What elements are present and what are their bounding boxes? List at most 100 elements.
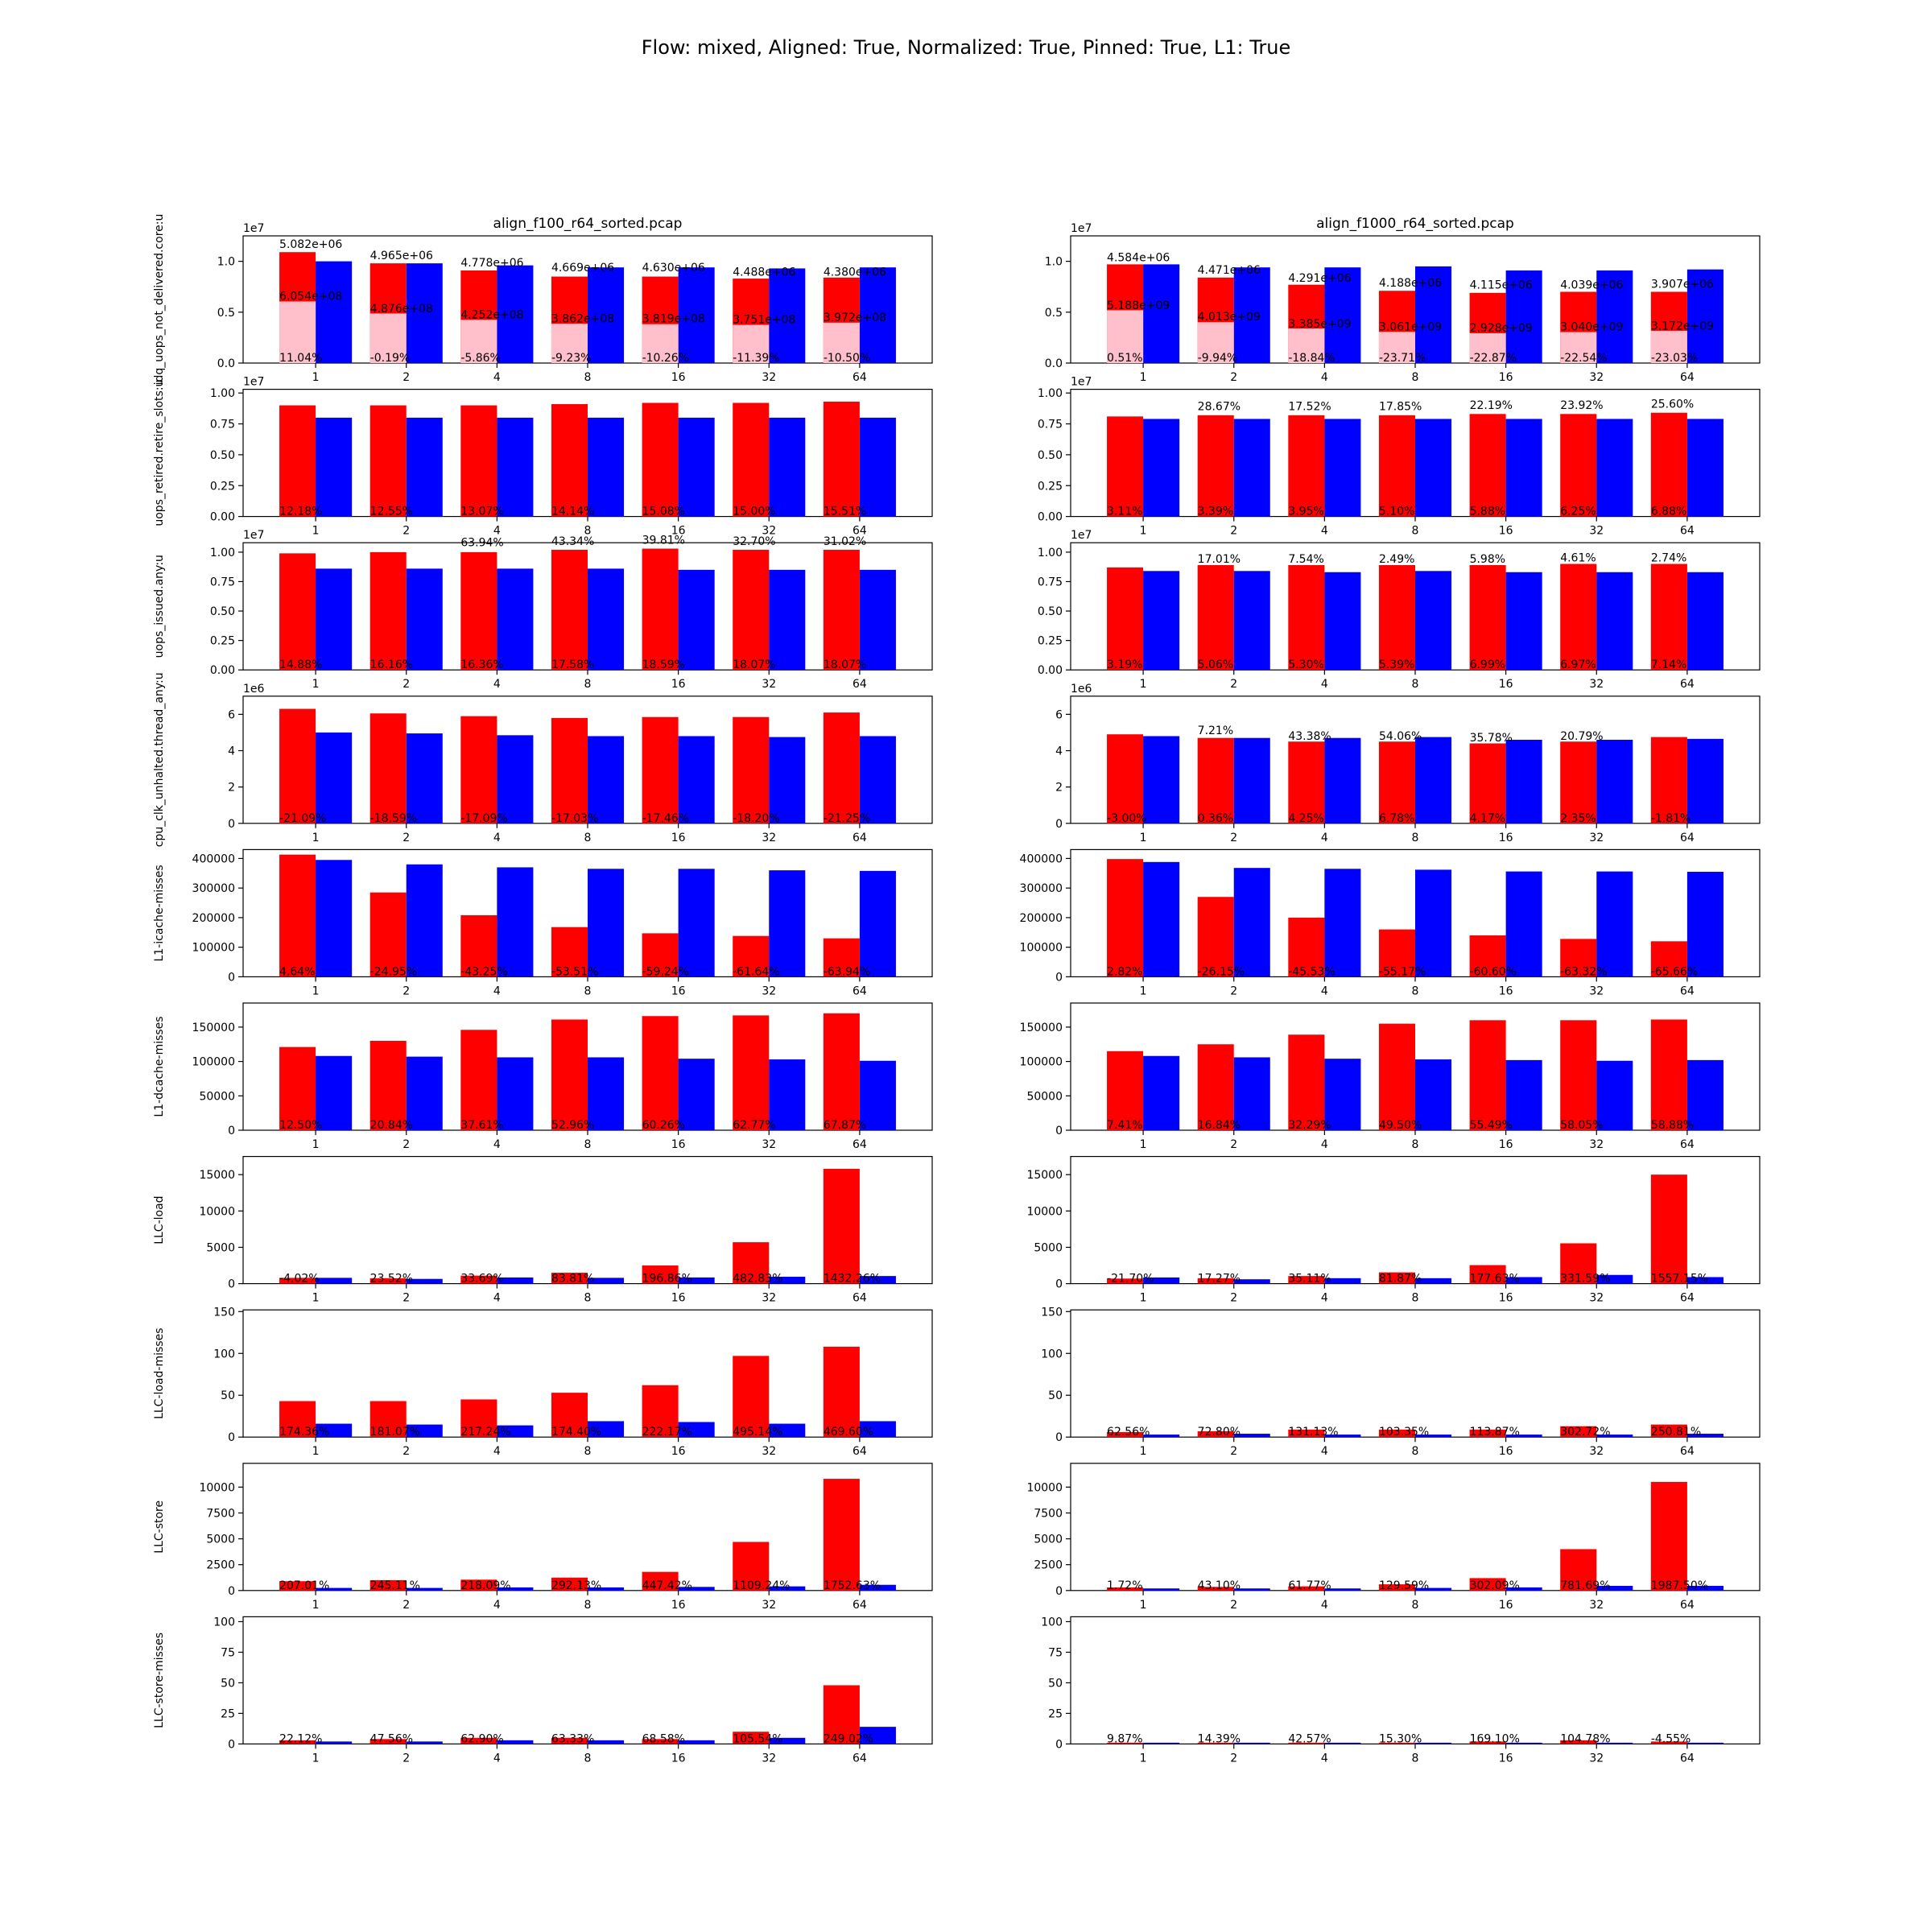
y-tick-label: 300000 — [1020, 882, 1063, 895]
bar-blue — [678, 1422, 715, 1438]
data-label-bottom: 68.58% — [642, 1732, 685, 1745]
data-label-bottom: 16.84% — [1198, 1119, 1241, 1132]
x-tick-label: 1 — [312, 1752, 320, 1765]
y-tick-label: 10000 — [199, 1205, 235, 1218]
data-label-bottom: 55.49% — [1470, 1119, 1513, 1132]
data-label-top: 4.471e+06 — [1198, 264, 1261, 277]
x-tick-label: 1 — [312, 985, 320, 997]
x-tick-label: 32 — [762, 1138, 776, 1151]
subplot-7: 0 5000 10000 15000 LLC-load 1 -4.02% 2 23.52% 4 33… — [153, 1155, 933, 1305]
y-tick-label: 4 — [228, 745, 235, 758]
bar-red — [279, 1581, 316, 1591]
y-tick-label: 5000 — [206, 1534, 235, 1546]
x-tick-label: 4 — [493, 525, 501, 538]
bar-red — [1288, 917, 1325, 977]
y-tick-label: 150000 — [1020, 1022, 1063, 1034]
subplot-9: 0 2500 5000 7500 10000 LLC-store 1 207.01% 2 245.… — [153, 1463, 933, 1612]
data-label-bottom: 37.61% — [460, 1119, 503, 1132]
data-label-top: 2.74% — [1651, 552, 1686, 565]
data-label-bottom: 2.35% — [1560, 812, 1596, 825]
x-tick-label: 4 — [493, 1599, 501, 1612]
bar-red — [1650, 1424, 1687, 1438]
bar-blue — [1686, 419, 1724, 517]
bar-blue — [406, 263, 443, 363]
bar-blue — [1324, 419, 1361, 517]
x-tick-label: 64 — [1680, 1445, 1695, 1458]
data-label-bottom: 250.81% — [1651, 1426, 1701, 1439]
x-tick-label: 8 — [584, 371, 592, 384]
bar-blue — [588, 736, 625, 824]
data-label-bottom: 72.80% — [1198, 1426, 1241, 1439]
bar-blue — [859, 569, 896, 671]
x-tick-label: 4 — [493, 832, 501, 844]
bar-blue — [1143, 419, 1180, 517]
bar-red — [551, 1577, 588, 1591]
bar-blue — [1505, 1277, 1542, 1284]
data-label-bottom: 11.04% — [279, 352, 322, 365]
data-label-top: 17.01% — [1198, 553, 1241, 566]
data-label-bottom: 49.50% — [1379, 1119, 1422, 1132]
data-label-top: 22.19% — [1470, 399, 1513, 412]
bar-red — [1288, 1586, 1325, 1591]
bar-red — [551, 717, 588, 824]
bar-blue — [1596, 1742, 1633, 1744]
data-label-top: 4.488e+06 — [733, 266, 795, 279]
y-tick-label: 0 — [1055, 818, 1063, 831]
bar-blue — [1324, 737, 1361, 824]
subplot-title: align_f100_r64_sorted.pcap — [493, 216, 683, 232]
bar-red — [823, 401, 860, 517]
bar-red — [642, 548, 679, 671]
x-tick-label: 4 — [1321, 1138, 1328, 1151]
data-label-bottom: -53.51% — [551, 965, 598, 978]
y-tick-label: 5000 — [1034, 1241, 1063, 1254]
data-label-bottom: 174.36% — [279, 1426, 329, 1439]
bar-blue — [1143, 736, 1180, 824]
data-label-bottom: 482.83% — [733, 1273, 782, 1286]
y-tick-label: 0.50 — [210, 605, 235, 618]
x-tick-label: 2 — [1230, 525, 1237, 538]
bar-blue — [859, 267, 896, 363]
bar-blue — [316, 1587, 353, 1591]
data-label-mid: 3.819e+08 — [642, 312, 705, 325]
y-tick-label: 2 — [228, 782, 235, 795]
bar-red — [369, 892, 407, 977]
x-tick-label: 2 — [402, 1599, 410, 1612]
x-tick-label: 2 — [1230, 1138, 1237, 1151]
y-tick-label: 0.5 — [217, 307, 235, 320]
bar-red — [551, 1019, 588, 1130]
bar-red — [551, 927, 588, 977]
bar-red — [642, 1385, 679, 1438]
x-tick-label: 2 — [402, 678, 410, 691]
data-label-bottom: 14.39% — [1198, 1732, 1241, 1745]
x-tick-label: 16 — [1499, 525, 1513, 538]
bar-red — [1378, 741, 1415, 824]
x-tick-label: 32 — [1589, 1138, 1604, 1151]
bar-red — [1469, 1429, 1506, 1438]
x-tick-label: 64 — [852, 525, 867, 538]
y-axis-offset-label: 1e7 — [243, 222, 264, 235]
data-label-bottom: 245.11% — [370, 1579, 420, 1592]
y-tick-label: 0 — [1055, 1585, 1063, 1598]
x-tick-label: 32 — [762, 1445, 776, 1458]
y-axis-label: LLC-store — [153, 1501, 166, 1554]
data-label-top: 7.21% — [1198, 724, 1233, 737]
subplot-6: 0 50000 100000 150000 1 7.41% 2 16.84% 4 32.29% 8 4… — [1020, 1002, 1761, 1151]
y-tick-label: 0.50 — [210, 449, 235, 462]
data-label-bottom: 47.56% — [370, 1732, 413, 1745]
bar-blue — [316, 1741, 353, 1744]
bar-red — [1378, 564, 1415, 671]
bar-red — [823, 1479, 860, 1591]
data-label-bottom: -10.50% — [824, 352, 870, 365]
bar-blue — [859, 870, 896, 977]
bar-blue — [588, 1278, 625, 1284]
bar-red — [1469, 564, 1506, 671]
data-label-mid: 6.054e+08 — [279, 291, 342, 303]
bar-blue — [406, 864, 443, 977]
bar-blue — [678, 1587, 715, 1591]
data-label-bottom: 5.30% — [1288, 658, 1323, 671]
data-label-top: 3.907e+06 — [1651, 278, 1714, 291]
y-tick-label: 0.00 — [1038, 511, 1063, 524]
y-tick-label: 0.5 — [1045, 307, 1063, 320]
bar-red — [1288, 415, 1325, 517]
bar-red — [1650, 1174, 1687, 1284]
